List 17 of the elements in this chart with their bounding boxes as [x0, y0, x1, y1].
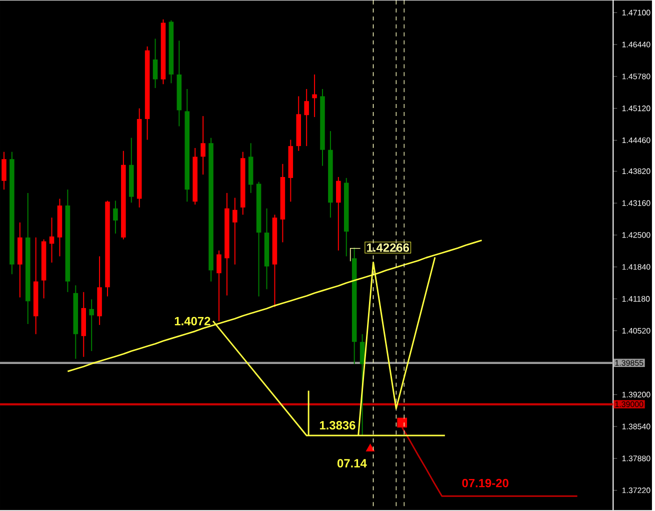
annotation: 1.42266 — [367, 244, 410, 252]
candlestick — [232, 197, 238, 266]
candlestick — [304, 88, 309, 147]
candlestick — [216, 250, 222, 322]
candlestick — [200, 116, 206, 176]
candlestick — [336, 176, 341, 252]
candlestick — [152, 38, 158, 89]
annotation: 07.19-20 — [462, 478, 508, 488]
annotation: 1.3836 — [320, 421, 356, 430]
candlestick — [312, 74, 317, 118]
candlestick — [2, 152, 6, 190]
candlestick — [113, 200, 118, 234]
annotation: 1.4072 — [174, 317, 210, 326]
candlestick — [89, 298, 94, 352]
annotation: 07.14 — [337, 459, 367, 468]
candlestick — [360, 334, 365, 436]
candlestick — [49, 217, 54, 264]
